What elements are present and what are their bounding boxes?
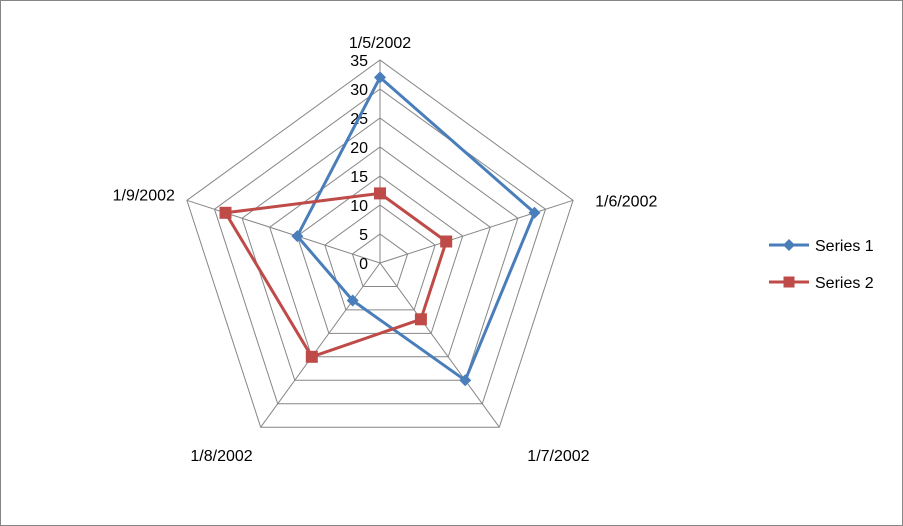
category-labels: 1/5/2002 1/6/2002 1/7/2002 1/8/2002 1/9/2002 (113, 35, 658, 465)
spoke-3 (260, 262, 381, 428)
tick-label-30: 30 (350, 82, 368, 99)
legend-item-series-2: Series 2 (769, 275, 874, 292)
series (219, 71, 541, 387)
series-2-point-0 (374, 187, 386, 200)
legend-label-series-2: Series 2 (815, 275, 874, 292)
spoke-1 (379, 199, 574, 264)
series-1-point-4 (291, 230, 304, 243)
category-label-1: 1/6/2002 (595, 193, 657, 210)
series-line-1 (295, 75, 536, 382)
category-label-3: 1/8/2002 (190, 448, 252, 465)
grid-ring-30 (213, 88, 547, 405)
category-label-2: 1/7/2002 (527, 448, 589, 465)
spoke-2 (379, 262, 500, 428)
legend-marker-series-1 (783, 239, 795, 251)
series-1-point-0 (374, 71, 386, 84)
tick-label-15: 15 (350, 169, 368, 186)
series-2-point-1 (440, 235, 453, 248)
series-1-point-1 (528, 206, 541, 219)
series-line-2 (224, 191, 448, 359)
series-1-point-3 (346, 294, 359, 307)
series-1-point-2 (459, 374, 472, 387)
category-label-0: 1/5/2002 (349, 35, 411, 52)
legend-marker-series-2 (783, 276, 795, 288)
grid-ring-20 (269, 146, 491, 358)
series-2-point-4 (219, 206, 232, 219)
tick-label-35: 35 (350, 53, 368, 70)
series-1 (291, 71, 541, 387)
grid-ring-35 (186, 59, 574, 428)
legend: Series 1 Series 2 (769, 238, 874, 292)
legend-item-series-1: Series 1 (769, 238, 874, 255)
grid-ring-25 (241, 117, 519, 381)
series-2-point-2 (414, 313, 427, 326)
tick-label-5: 5 (359, 227, 368, 244)
grid-ring-5 (351, 233, 409, 287)
spoke-4 (186, 199, 381, 264)
legend-label-series-1: Series 1 (815, 238, 874, 255)
tick-label-0: 0 (359, 256, 368, 273)
category-label-4: 1/9/2002 (113, 187, 175, 204)
series-2-point-3 (305, 350, 318, 363)
tick-label-20: 20 (350, 140, 368, 157)
tick-label-10: 10 (350, 198, 368, 215)
grid (186, 59, 574, 428)
series-2 (219, 187, 453, 363)
grid-ring-10 (324, 204, 436, 311)
